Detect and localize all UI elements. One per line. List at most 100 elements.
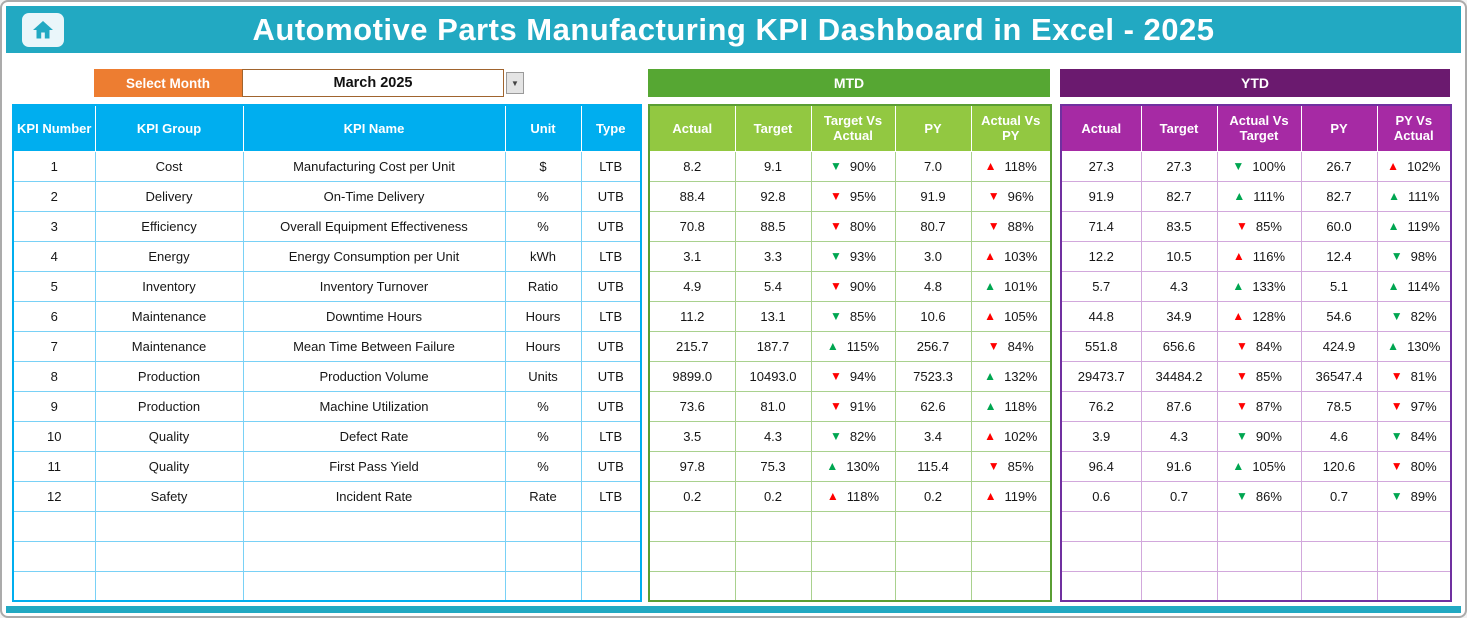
data-cell[interactable]: 75.3: [734, 450, 812, 482]
data-cell[interactable]: Safety: [94, 480, 244, 512]
data-cell[interactable]: Inventory: [94, 270, 244, 302]
empty-cell[interactable]: [734, 540, 812, 572]
empty-cell[interactable]: [1060, 540, 1142, 572]
data-cell[interactable]: 26.7: [1300, 150, 1378, 182]
data-cell[interactable]: 551.8: [1060, 330, 1142, 362]
trend-cell[interactable]: ▲ 119%: [970, 480, 1052, 512]
data-cell[interactable]: 7523.3: [894, 360, 972, 392]
month-select[interactable]: March 2025: [242, 69, 504, 97]
data-cell[interactable]: 187.7: [734, 330, 812, 362]
trend-cell[interactable]: ▼ 100%: [1216, 150, 1302, 182]
data-cell[interactable]: 78.5: [1300, 390, 1378, 422]
data-cell[interactable]: Production: [94, 360, 244, 392]
data-cell[interactable]: Units: [504, 360, 582, 392]
trend-cell[interactable]: ▲ 130%: [1376, 330, 1452, 362]
trend-cell[interactable]: ▼ 94%: [810, 360, 896, 392]
trend-cell[interactable]: ▼ 90%: [1216, 420, 1302, 452]
data-cell[interactable]: Energy Consumption per Unit: [242, 240, 506, 272]
data-cell[interactable]: 34.9: [1140, 300, 1218, 332]
data-cell[interactable]: 4: [12, 240, 96, 272]
trend-cell[interactable]: ▲ 118%: [970, 390, 1052, 422]
data-cell[interactable]: 0.2: [734, 480, 812, 512]
data-cell[interactable]: UTB: [580, 390, 642, 422]
trend-cell[interactable]: ▲ 102%: [970, 420, 1052, 452]
empty-cell[interactable]: [970, 570, 1052, 602]
empty-cell[interactable]: [1060, 570, 1142, 602]
data-cell[interactable]: $: [504, 150, 582, 182]
data-cell[interactable]: Maintenance: [94, 300, 244, 332]
data-cell[interactable]: %: [504, 180, 582, 212]
data-cell[interactable]: LTB: [580, 300, 642, 332]
data-cell[interactable]: 4.3: [1140, 270, 1218, 302]
data-cell[interactable]: 0.6: [1060, 480, 1142, 512]
data-cell[interactable]: 3.1: [648, 240, 736, 272]
data-cell[interactable]: Energy: [94, 240, 244, 272]
data-cell[interactable]: 0.7: [1140, 480, 1218, 512]
trend-cell[interactable]: ▲ 102%: [1376, 150, 1452, 182]
data-cell[interactable]: 91.9: [894, 180, 972, 212]
data-cell[interactable]: Quality: [94, 420, 244, 452]
data-cell[interactable]: UTB: [580, 330, 642, 362]
data-cell[interactable]: 5: [12, 270, 96, 302]
data-cell[interactable]: 6: [12, 300, 96, 332]
data-cell[interactable]: 7.0: [894, 150, 972, 182]
data-cell[interactable]: 7: [12, 330, 96, 362]
trend-cell[interactable]: ▲ 111%: [1216, 180, 1302, 212]
empty-cell[interactable]: [1300, 570, 1378, 602]
data-cell[interactable]: 27.3: [1060, 150, 1142, 182]
data-cell[interactable]: 73.6: [648, 390, 736, 422]
data-cell[interactable]: 97.8: [648, 450, 736, 482]
data-cell[interactable]: 5.4: [734, 270, 812, 302]
data-cell[interactable]: 81.0: [734, 390, 812, 422]
empty-cell[interactable]: [1216, 540, 1302, 572]
empty-cell[interactable]: [1060, 510, 1142, 542]
trend-cell[interactable]: ▲ 101%: [970, 270, 1052, 302]
data-cell[interactable]: Cost: [94, 150, 244, 182]
data-cell[interactable]: 0.2: [648, 480, 736, 512]
trend-cell[interactable]: ▼ 88%: [970, 210, 1052, 242]
data-cell[interactable]: 13.1: [734, 300, 812, 332]
data-cell[interactable]: Hours: [504, 330, 582, 362]
trend-cell[interactable]: ▼ 86%: [1216, 480, 1302, 512]
data-cell[interactable]: 12: [12, 480, 96, 512]
empty-cell[interactable]: [1376, 570, 1452, 602]
data-cell[interactable]: UTB: [580, 360, 642, 392]
data-cell[interactable]: 8.2: [648, 150, 736, 182]
data-cell[interactable]: 215.7: [648, 330, 736, 362]
trend-cell[interactable]: ▼ 97%: [1376, 390, 1452, 422]
data-cell[interactable]: 82.7: [1300, 180, 1378, 212]
data-cell[interactable]: %: [504, 420, 582, 452]
empty-cell[interactable]: [580, 540, 642, 572]
trend-cell[interactable]: ▼ 87%: [1216, 390, 1302, 422]
data-cell[interactable]: Incident Rate: [242, 480, 506, 512]
data-cell[interactable]: Quality: [94, 450, 244, 482]
data-cell[interactable]: 3.3: [734, 240, 812, 272]
empty-cell[interactable]: [810, 570, 896, 602]
trend-cell[interactable]: ▼ 91%: [810, 390, 896, 422]
data-cell[interactable]: 115.4: [894, 450, 972, 482]
empty-cell[interactable]: [1140, 540, 1218, 572]
empty-cell[interactable]: [810, 540, 896, 572]
data-cell[interactable]: 10: [12, 420, 96, 452]
empty-cell[interactable]: [970, 540, 1052, 572]
data-cell[interactable]: Machine Utilization: [242, 390, 506, 422]
data-cell[interactable]: LTB: [580, 240, 642, 272]
data-cell[interactable]: 4.6: [1300, 420, 1378, 452]
data-cell[interactable]: 9899.0: [648, 360, 736, 392]
empty-cell[interactable]: [970, 510, 1052, 542]
trend-cell[interactable]: ▼ 82%: [1376, 300, 1452, 332]
empty-cell[interactable]: [1376, 540, 1452, 572]
empty-cell[interactable]: [1216, 510, 1302, 542]
trend-cell[interactable]: ▼ 90%: [810, 270, 896, 302]
empty-cell[interactable]: [242, 540, 506, 572]
data-cell[interactable]: 11.2: [648, 300, 736, 332]
data-cell[interactable]: Maintenance: [94, 330, 244, 362]
empty-cell[interactable]: [12, 570, 96, 602]
trend-cell[interactable]: ▲ 128%: [1216, 300, 1302, 332]
trend-cell[interactable]: ▼ 84%: [1216, 330, 1302, 362]
trend-cell[interactable]: ▼ 82%: [810, 420, 896, 452]
data-cell[interactable]: 91.6: [1140, 450, 1218, 482]
data-cell[interactable]: 29473.7: [1060, 360, 1142, 392]
data-cell[interactable]: Manufacturing Cost per Unit: [242, 150, 506, 182]
empty-cell[interactable]: [894, 570, 972, 602]
